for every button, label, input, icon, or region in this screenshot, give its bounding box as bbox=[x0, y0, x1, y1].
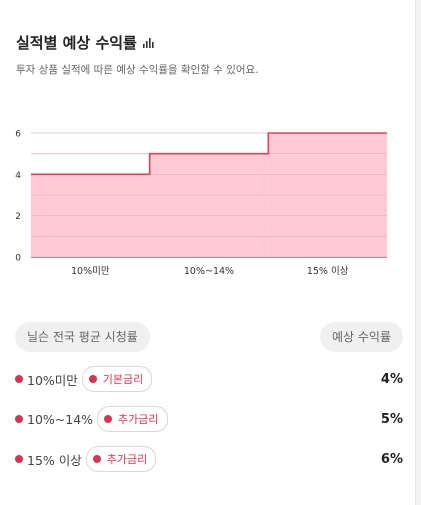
expected-return: 4% bbox=[380, 371, 403, 387]
title-text: 실적별 예상 수익률 bbox=[16, 34, 137, 52]
y-tick-label: 0 bbox=[15, 254, 21, 264]
tag-dot bbox=[92, 455, 101, 463]
bullet-dot bbox=[15, 415, 23, 423]
y-tick-label: 6 bbox=[15, 130, 21, 140]
returns-step-chart: 0 2 4 6 10%미만 10%~14% 15% 이상 bbox=[15, 130, 387, 277]
table-row: 15% 이상 추가금리 6% bbox=[15, 446, 403, 472]
tag-dot bbox=[88, 375, 97, 383]
rate-tag: 기본금리 bbox=[81, 366, 153, 392]
section-subtitle: 투자 상품 실적에 따른 예상 수익률을 확인할 수 있어요. bbox=[16, 64, 259, 76]
y-tick-label: 4 bbox=[15, 171, 21, 181]
x-tick-label: 10%미만 bbox=[71, 266, 110, 277]
series-line bbox=[31, 132, 387, 176]
x-tick-label: 10%~14% bbox=[184, 266, 234, 277]
rate-tag-label: 추가금리 bbox=[106, 453, 148, 466]
bullet-dot bbox=[15, 375, 23, 383]
step-area bbox=[149, 153, 269, 257]
rating-column-header: 닐슨 전국 평균 시청률 bbox=[15, 322, 150, 352]
rate-tag-label: 추가금리 bbox=[118, 413, 159, 426]
bullet-dot bbox=[15, 455, 23, 463]
rate-tag: 추가금리 bbox=[85, 446, 157, 472]
tag-dot bbox=[104, 415, 113, 423]
table-row: 10%~14% 추가금리 5% bbox=[15, 406, 403, 432]
x-tick-label: 15% 이상 bbox=[307, 266, 349, 277]
section-title: 실적별 예상 수익률 bbox=[16, 32, 155, 53]
rate-tag-label: 기본금리 bbox=[102, 373, 144, 386]
rating-range: 15% 이상 bbox=[27, 452, 82, 468]
expected-return: 6% bbox=[380, 451, 403, 467]
rating-range: 10%미만 bbox=[27, 372, 78, 388]
bar-chart-icon bbox=[142, 34, 155, 52]
expected-return: 5% bbox=[380, 411, 403, 427]
return-column-header: 예상 수익률 bbox=[319, 322, 403, 352]
table-row: 10%미만 기본금리 4% bbox=[15, 366, 403, 392]
rate-tag: 추가금리 bbox=[97, 406, 168, 432]
rating-range: 10%~14% bbox=[27, 411, 94, 427]
y-tick-label: 2 bbox=[15, 212, 21, 222]
